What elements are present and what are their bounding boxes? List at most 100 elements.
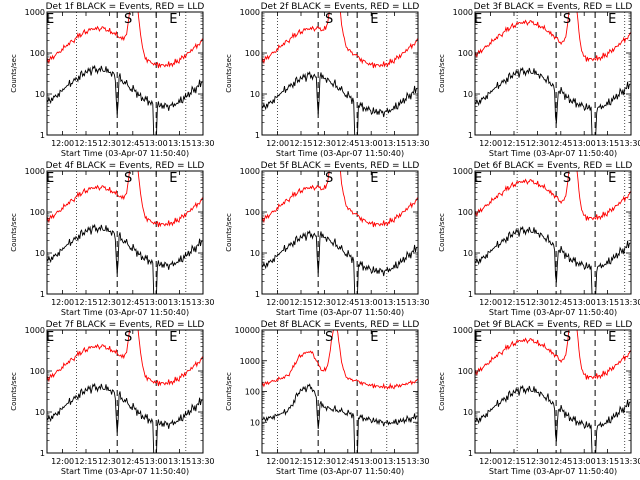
x-tick-label: 12:30 <box>526 139 549 148</box>
x-tick-label: 12:30 <box>98 457 121 466</box>
x-tick-label: 13:15 <box>596 457 619 466</box>
y-axis-label: Counts/sec <box>10 213 18 252</box>
x-tick-label: 13:30 <box>406 457 429 466</box>
x-tick-label: 12:00 <box>479 298 502 307</box>
x-tick-label: 13:15 <box>383 298 406 307</box>
x-tick-label: 12:00 <box>266 298 289 307</box>
x-tick-label: 12:30 <box>98 298 121 307</box>
x-tick-label: 12:30 <box>313 139 336 148</box>
x-tick-label: 12:30 <box>526 298 549 307</box>
x-tick-label: 12:00 <box>266 139 289 148</box>
x-tick-label: 13:00 <box>360 298 383 307</box>
y-axis-label: Counts/sec <box>10 372 18 411</box>
events-series-line <box>475 66 631 135</box>
events-series-line <box>47 64 203 135</box>
y-axis-label: Counts/sec <box>438 213 446 252</box>
x-tick-label: 12:00 <box>266 457 289 466</box>
plot-frame <box>474 329 632 454</box>
x-tick-label: 13:00 <box>573 298 596 307</box>
orbit-marker-label: E <box>474 330 482 345</box>
x-tick-label: 13:00 <box>360 457 383 466</box>
events-series-line <box>475 225 631 294</box>
plot-frame <box>474 11 632 136</box>
orbit-marker-label: E <box>474 171 482 186</box>
x-tick-label: 12:15 <box>502 457 525 466</box>
x-axis-label: Start Time (03-Apr-07 11:50:40) <box>61 149 189 158</box>
orbit-marker-label: E <box>169 12 177 27</box>
orbit-marker-label: S <box>563 12 571 27</box>
orbit-marker-label: E <box>46 171 54 186</box>
orbit-marker-label: E <box>46 12 54 27</box>
x-tick-label: 13:30 <box>619 457 640 466</box>
chart-panel: Det 4f BLACK = Events, RED = LLD 1 10 100 10… <box>10 161 215 317</box>
lld-series-line <box>47 171 203 228</box>
events-series-line <box>262 383 418 453</box>
events-series-line <box>262 229 418 294</box>
chart-panel: Det 5f BLACK = Events, RED = LLD 1 10 100 10… <box>225 161 430 317</box>
x-tick-label: 12:15 <box>289 139 312 148</box>
lld-series-line <box>262 330 418 390</box>
y-tick-label: 1 <box>40 131 45 140</box>
x-tick-label: 12:15 <box>74 298 97 307</box>
lld-series-line <box>262 171 418 228</box>
x-axis-label: Start Time (03-Apr-07 11:50:40) <box>276 467 404 476</box>
x-tick-label: 12:15 <box>74 457 97 466</box>
x-axis-label: Start Time (03-Apr-07 11:50:40) <box>489 467 617 476</box>
y-axis-label: Counts/sec <box>438 54 446 93</box>
x-axis-label: Start Time (03-Apr-07 11:50:40) <box>61 467 189 476</box>
x-tick-label: 12:45 <box>121 298 144 307</box>
x-tick-label: 13:15 <box>596 139 619 148</box>
y-tick-label: 100 <box>245 208 260 217</box>
x-axis-label: Start Time (03-Apr-07 11:50:40) <box>61 308 189 317</box>
chart-title: Det 8f BLACK = Events, RED = LLD <box>261 320 420 330</box>
x-tick-label: 13:00 <box>145 298 168 307</box>
lld-series-line <box>262 12 418 69</box>
orbit-marker-label: S <box>124 12 132 27</box>
lld-series-line <box>475 330 631 380</box>
lld-series-line <box>475 171 631 221</box>
events-series-line <box>47 223 203 294</box>
y-tick-label: 10 <box>463 408 473 417</box>
orbit-marker-label: S <box>325 171 333 186</box>
y-tick-label: 10 <box>250 418 260 427</box>
y-tick-label: 100 <box>458 208 473 217</box>
x-tick-label: 12:30 <box>98 139 121 148</box>
chart-title: Det 5f BLACK = Events, RED = LLD <box>261 161 420 171</box>
orbit-marker-label: E <box>608 171 616 186</box>
x-tick-label: 12:00 <box>479 457 502 466</box>
chart-panel: Det 6f BLACK = Events, RED = LLD 1 10 100 10… <box>438 161 640 317</box>
x-tick-label: 13:00 <box>145 457 168 466</box>
y-tick-label: 10 <box>463 249 473 258</box>
chart-title: Det 1f BLACK = Events, RED = LLD <box>46 2 205 12</box>
chart-panel: Det 3f BLACK = Events, RED = LLD 1 10 100 10… <box>438 2 640 158</box>
x-tick-label: 12:00 <box>479 139 502 148</box>
x-tick-label: 13:30 <box>191 457 214 466</box>
events-series-line <box>475 384 631 453</box>
x-axis-label: Start Time (03-Apr-07 11:50:40) <box>276 308 404 317</box>
plot-frame <box>474 170 632 295</box>
plot-frame <box>261 11 419 136</box>
orbit-marker-label: E <box>169 171 177 186</box>
y-tick-label: 10 <box>35 90 45 99</box>
orbit-marker-label: S <box>124 330 132 345</box>
y-tick-label: 10000 <box>235 326 260 335</box>
x-axis-label: Start Time (03-Apr-07 11:50:40) <box>489 149 617 158</box>
x-tick-label: 12:45 <box>336 298 359 307</box>
y-tick-label: 1 <box>40 449 45 458</box>
x-tick-label: 12:45 <box>121 457 144 466</box>
x-tick-label: 12:45 <box>336 139 359 148</box>
x-tick-label: 12:30 <box>313 298 336 307</box>
orbit-marker-label: E <box>46 330 54 345</box>
x-tick-label: 12:45 <box>549 457 572 466</box>
x-tick-label: 13:15 <box>168 139 191 148</box>
x-tick-label: 12:45 <box>336 457 359 466</box>
x-tick-label: 12:15 <box>289 457 312 466</box>
x-tick-label: 12:30 <box>313 457 336 466</box>
x-tick-label: 13:00 <box>360 139 383 148</box>
y-tick-label: 10 <box>250 249 260 258</box>
x-tick-label: 12:00 <box>51 298 74 307</box>
x-tick-label: 12:00 <box>51 139 74 148</box>
x-tick-label: 13:15 <box>383 457 406 466</box>
y-tick-label: 1000 <box>25 167 45 176</box>
